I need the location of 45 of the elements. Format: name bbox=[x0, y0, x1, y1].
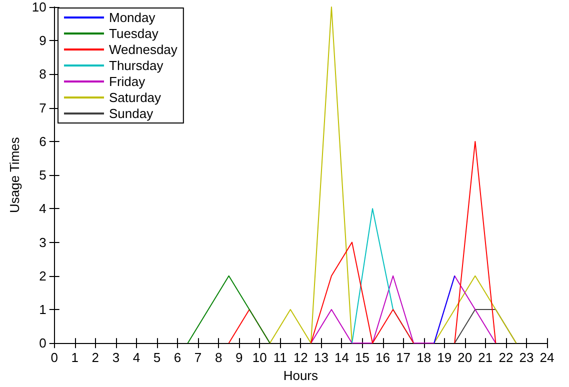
y-tick-label: 1 bbox=[39, 302, 46, 317]
x-tick-label: 17 bbox=[396, 350, 411, 366]
y-tick-label: 3 bbox=[39, 234, 46, 250]
y-tick-label: 9 bbox=[39, 33, 46, 48]
x-tick-label: 10 bbox=[252, 350, 267, 366]
x-tick-label: 13 bbox=[314, 350, 328, 366]
x-tick-label: 22 bbox=[498, 350, 514, 366]
y-tick-label: 7 bbox=[39, 100, 46, 116]
x-tick-label: 0 bbox=[50, 350, 58, 366]
x-tick-label: 11 bbox=[273, 350, 287, 366]
legend-label: Saturday bbox=[109, 90, 162, 105]
x-tick-label: 1 bbox=[71, 350, 79, 366]
x-tick-label: 15 bbox=[355, 350, 370, 366]
x-tick-label: 23 bbox=[519, 350, 534, 366]
x-tick-label: 19 bbox=[437, 350, 452, 366]
x-tick-label: 5 bbox=[153, 350, 161, 366]
y-tick-label: 6 bbox=[39, 134, 46, 149]
x-tick-label: 16 bbox=[376, 350, 390, 366]
x-tick-label: 24 bbox=[540, 350, 554, 366]
x-tick-label: 14 bbox=[334, 350, 349, 366]
legend-label: Monday bbox=[109, 10, 156, 25]
x-tick-label: 8 bbox=[214, 350, 222, 366]
y-tick-label: 4 bbox=[39, 201, 46, 216]
x-tick-label: 18 bbox=[416, 350, 432, 366]
x-tick-label: 7 bbox=[194, 350, 202, 366]
y-tick-label: 2 bbox=[39, 268, 46, 284]
y-tick-label: 0 bbox=[39, 336, 46, 351]
legend-label: Wednesday bbox=[109, 42, 178, 57]
x-tick-label: 6 bbox=[174, 350, 182, 366]
legend-label: Sunday bbox=[109, 106, 154, 121]
y-axis-title: Usage Times bbox=[7, 136, 22, 213]
x-tick-label: 12 bbox=[293, 350, 308, 366]
x-tick-label: 3 bbox=[112, 350, 120, 366]
y-tick-label: 8 bbox=[39, 66, 46, 82]
x-tick-label: 2 bbox=[92, 350, 100, 366]
legend-label: Thursday bbox=[109, 58, 164, 73]
x-axis-title: Hours bbox=[283, 368, 319, 383]
y-tick-label: 5 bbox=[39, 168, 46, 183]
x-tick-label: 21 bbox=[478, 350, 493, 366]
x-tick-label: 4 bbox=[132, 350, 140, 366]
legend-label: Friday bbox=[109, 74, 146, 89]
legend-label: Tuesday bbox=[109, 26, 159, 41]
x-tick-label: 20 bbox=[458, 350, 472, 366]
y-tick-label: 10 bbox=[32, 0, 46, 14]
x-tick-label: 9 bbox=[235, 350, 243, 366]
